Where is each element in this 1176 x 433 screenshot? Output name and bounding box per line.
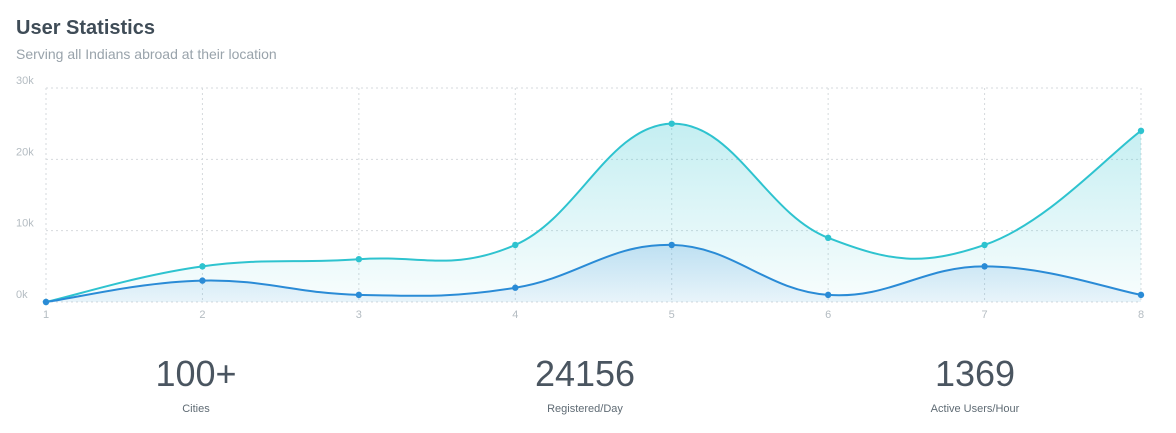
series-1-point [512,241,519,249]
x-tick-label: 4 [512,309,518,321]
series-2-point [42,298,50,306]
series-1-line [45,122,1142,303]
stat-value: 100+ [155,353,237,394]
series-layer [42,120,1145,306]
series-1-area [46,123,1141,302]
x-tick-label: 8 [1138,309,1144,321]
stats-row: 100+ Cities 24156 Registered/Day 1369 Ac… [0,352,1176,422]
stat-value: 1369 [934,353,1016,394]
x-tick-label: 3 [356,309,362,321]
series-2-point [355,291,363,299]
series-1-point [199,263,206,270]
user-statistics-chart: 0k 10k 20k 30k 1 2 3 4 5 6 7 8 [16,75,1145,321]
x-tick-label: 2 [199,309,205,321]
series-1-point [668,120,675,127]
series-1-point [355,256,363,263]
stat-value: 24156 [534,353,636,394]
series-2-point [199,277,206,284]
series-2-point [824,291,832,299]
y-tick-label: 30k [16,75,34,87]
series-2-point [512,284,519,291]
series-1-point [981,241,988,249]
page-subtitle: Serving all Indians abroad at their loca… [16,46,277,62]
series-2-point [668,241,675,249]
y-tick-label: 20k [16,146,34,158]
series-1-point [824,234,832,241]
stat-cities: 100+ Cities [76,352,316,416]
page-title: User Statistics [16,17,155,39]
series-2-line [45,243,1142,303]
chart-header: User Statistics Serving all Indians abro… [16,16,277,63]
stat-registered: 24156 Registered/Day [465,352,705,416]
series-2-point [981,263,988,270]
x-tick-label: 6 [825,309,831,321]
series-2-area [46,244,1141,302]
y-tick-label: 10k [16,218,34,230]
axis-labels: 0k 10k 20k 30k 1 2 3 4 5 6 7 8 [16,75,1144,321]
stat-label: Cities [182,403,210,415]
x-tick-label: 7 [982,309,988,321]
x-tick-label: 5 [669,309,675,321]
stat-active-users: 1369 Active Users/Hour [855,352,1095,416]
stat-label: Registered/Day [547,403,623,415]
series-1-point [1137,127,1145,134]
x-tick-label: 1 [43,309,49,321]
stat-label: Active Users/Hour [930,403,1020,415]
series-2-point [1137,291,1145,299]
y-tick-label: 0k [16,289,28,301]
